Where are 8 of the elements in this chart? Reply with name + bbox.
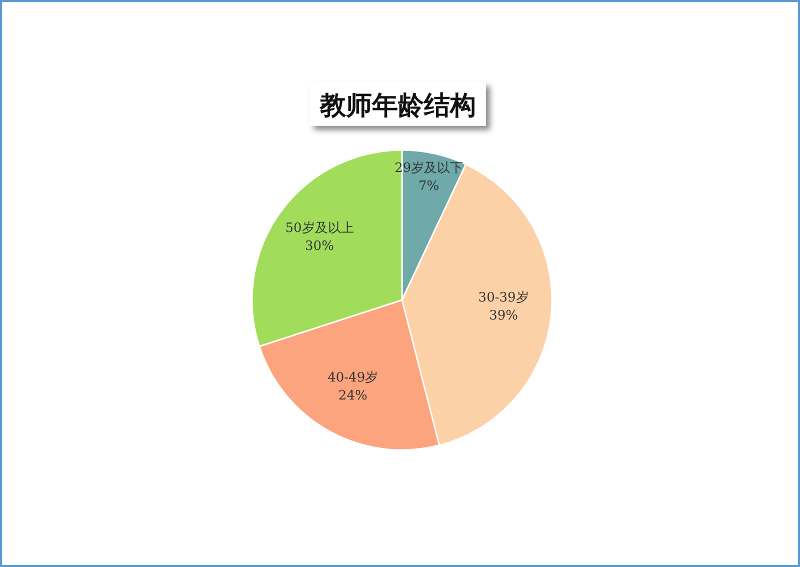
data-label: 24%	[338, 388, 368, 404]
data-label: 7%	[418, 178, 440, 194]
data-label: 30%	[305, 239, 334, 254]
slice-label: 40-49岁	[328, 370, 378, 386]
chart-title: 教师年龄结构	[319, 91, 476, 121]
slice-label: 30-39岁	[478, 290, 529, 306]
slice-label: 50岁及以上	[285, 221, 354, 236]
data-label: 39%	[489, 308, 518, 324]
